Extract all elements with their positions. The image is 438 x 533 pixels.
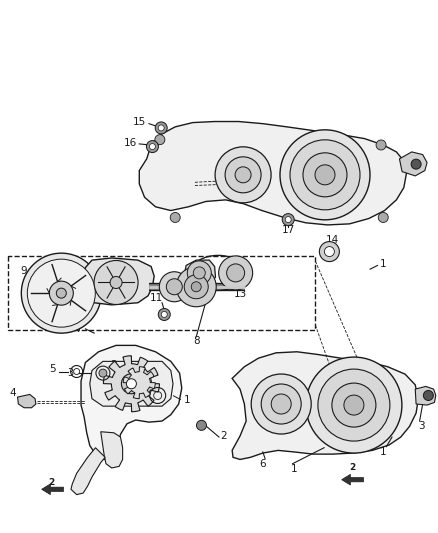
Polygon shape bbox=[139, 122, 406, 225]
Text: 5: 5 bbox=[136, 389, 143, 398]
Polygon shape bbox=[81, 345, 182, 459]
Circle shape bbox=[344, 395, 364, 415]
Circle shape bbox=[21, 253, 101, 333]
Text: 7: 7 bbox=[74, 324, 81, 334]
Text: 1: 1 bbox=[380, 447, 387, 457]
Circle shape bbox=[94, 261, 138, 304]
Circle shape bbox=[315, 165, 335, 185]
Circle shape bbox=[110, 277, 122, 288]
Circle shape bbox=[184, 274, 208, 299]
Polygon shape bbox=[90, 361, 173, 406]
Polygon shape bbox=[184, 260, 215, 287]
Circle shape bbox=[411, 159, 421, 169]
Circle shape bbox=[280, 130, 370, 220]
Circle shape bbox=[303, 153, 347, 197]
Circle shape bbox=[285, 216, 291, 223]
Text: 4: 4 bbox=[10, 389, 17, 398]
Text: 8: 8 bbox=[193, 336, 200, 346]
Text: 2: 2 bbox=[349, 464, 355, 472]
Circle shape bbox=[127, 379, 136, 389]
Circle shape bbox=[158, 125, 164, 131]
Polygon shape bbox=[101, 432, 123, 468]
Circle shape bbox=[235, 167, 251, 183]
Text: 13: 13 bbox=[233, 289, 247, 299]
Circle shape bbox=[49, 281, 73, 305]
Circle shape bbox=[191, 282, 201, 292]
Circle shape bbox=[318, 369, 390, 441]
Circle shape bbox=[282, 214, 294, 225]
Polygon shape bbox=[42, 484, 64, 495]
Circle shape bbox=[193, 267, 205, 279]
Polygon shape bbox=[342, 474, 364, 485]
Circle shape bbox=[121, 374, 141, 394]
Text: 3: 3 bbox=[67, 368, 73, 378]
Polygon shape bbox=[399, 152, 427, 176]
Circle shape bbox=[155, 135, 165, 144]
Text: 3: 3 bbox=[418, 422, 425, 431]
Circle shape bbox=[251, 374, 311, 434]
Circle shape bbox=[74, 368, 80, 375]
Polygon shape bbox=[232, 352, 418, 459]
Text: 2: 2 bbox=[49, 478, 55, 487]
Text: 1: 1 bbox=[184, 395, 191, 405]
Circle shape bbox=[176, 266, 216, 307]
Polygon shape bbox=[18, 394, 36, 408]
Circle shape bbox=[261, 384, 301, 424]
Text: 6: 6 bbox=[259, 459, 266, 469]
Circle shape bbox=[161, 311, 167, 318]
Circle shape bbox=[170, 213, 180, 222]
Circle shape bbox=[424, 391, 433, 400]
Text: 5: 5 bbox=[49, 364, 56, 374]
Circle shape bbox=[225, 157, 261, 193]
Text: 1: 1 bbox=[291, 464, 298, 474]
Polygon shape bbox=[85, 258, 154, 305]
Circle shape bbox=[332, 383, 376, 427]
Circle shape bbox=[306, 357, 402, 453]
Circle shape bbox=[215, 147, 271, 203]
Text: 11: 11 bbox=[150, 294, 163, 303]
Polygon shape bbox=[415, 386, 436, 405]
Text: 16: 16 bbox=[124, 138, 137, 148]
Text: 14: 14 bbox=[326, 235, 339, 245]
Polygon shape bbox=[123, 367, 155, 399]
Circle shape bbox=[146, 141, 159, 152]
Text: 12: 12 bbox=[182, 287, 195, 297]
Polygon shape bbox=[71, 448, 105, 495]
Circle shape bbox=[376, 140, 386, 150]
Circle shape bbox=[158, 309, 170, 320]
Text: 17: 17 bbox=[282, 225, 295, 235]
Text: 1: 1 bbox=[380, 259, 387, 269]
Circle shape bbox=[378, 213, 388, 222]
Circle shape bbox=[149, 143, 155, 150]
Circle shape bbox=[57, 288, 66, 298]
Circle shape bbox=[290, 140, 360, 210]
Text: 15: 15 bbox=[133, 117, 146, 126]
Circle shape bbox=[325, 247, 334, 256]
Circle shape bbox=[219, 256, 253, 290]
Circle shape bbox=[197, 421, 206, 430]
Text: 10: 10 bbox=[47, 312, 60, 322]
Circle shape bbox=[187, 261, 211, 285]
Circle shape bbox=[159, 272, 189, 302]
Circle shape bbox=[99, 369, 107, 377]
Circle shape bbox=[166, 279, 182, 295]
Circle shape bbox=[226, 264, 245, 282]
Text: 2: 2 bbox=[220, 431, 227, 441]
Circle shape bbox=[319, 241, 339, 262]
Circle shape bbox=[271, 394, 291, 414]
Text: 3: 3 bbox=[110, 360, 117, 370]
Circle shape bbox=[155, 122, 167, 134]
Polygon shape bbox=[103, 356, 159, 412]
Text: 9: 9 bbox=[21, 266, 28, 276]
Circle shape bbox=[27, 259, 95, 327]
